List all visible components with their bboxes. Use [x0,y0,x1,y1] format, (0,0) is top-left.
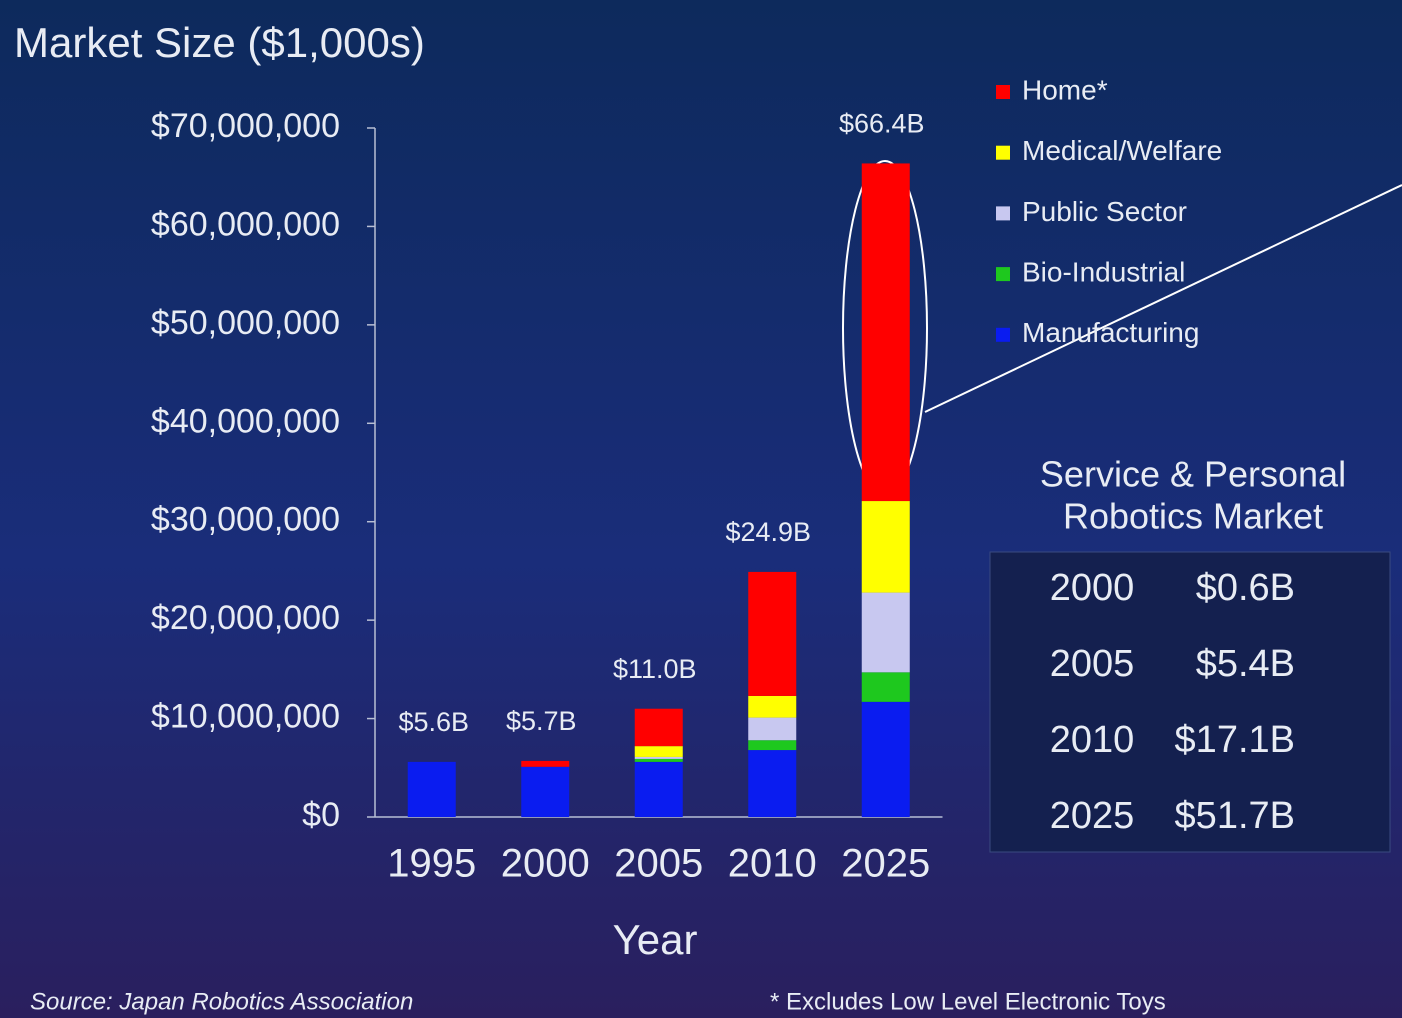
bar-segment [861,501,910,593]
y-tick-label: $20,000,000 [151,599,340,637]
x-tick-label: 2005 [614,842,703,886]
footnote: * Excludes Low Level Electronic Toys [770,988,1166,1015]
y-tick-label: $40,000,000 [151,402,340,440]
legend-swatch [996,267,1010,282]
bar-segment [861,163,910,502]
legend-swatch [996,206,1010,221]
y-tick-label: $30,000,000 [151,501,340,539]
legend-label: Medical/Welfare [1022,135,1222,166]
total-label: $66.4B [839,109,925,139]
legend-label: Bio-Industrial [1022,256,1185,287]
table-year: 2000 [1050,567,1135,609]
bar-segment [634,746,683,757]
bar-segment [634,708,683,747]
bar-segment [634,761,683,817]
bar-segment [748,695,797,718]
table-title: Robotics Market [1063,496,1323,537]
table-value: $17.1B [1175,719,1295,761]
y-tick-label: $10,000,000 [151,698,340,736]
bar-segment [748,717,797,741]
bar-segment [748,750,797,817]
legend-label: Manufacturing [1022,317,1199,348]
table-value: $5.4B [1196,643,1295,685]
legend-label: Home* [1022,74,1108,105]
bar-segment [634,756,683,759]
table-box [989,551,1391,853]
legend-swatch [996,85,1010,99]
table-year: 2010 [1050,719,1135,761]
bar-segment [748,571,797,696]
bar-segment [407,761,456,817]
bar-segment [861,592,910,673]
total-label: $5.7B [506,706,577,736]
x-tick-label: 1995 [387,842,476,886]
x-tick-label: 2010 [728,842,817,886]
bar-segment [748,740,797,751]
y-tick-label: $60,000,000 [151,205,340,243]
y-tick-label: $50,000,000 [151,304,340,342]
x-tick-label: 2000 [501,842,590,886]
bar-segment [521,760,570,767]
table-value: $51.7B [1175,795,1295,837]
bar-segment [861,701,910,817]
legend-swatch [996,145,1010,160]
legend-swatch [996,327,1010,342]
bar-segment [521,766,570,817]
y-tick-label: $70,000,000 [151,107,340,145]
y-tick-label: $0 [302,796,340,834]
total-label: $5.6B [398,707,469,737]
table-year: 2025 [1050,795,1135,837]
total-label: $11.0B [613,654,697,684]
legend-label: Public Sector [1022,196,1187,227]
callout-line [924,184,1402,413]
table-year: 2005 [1050,643,1135,685]
chart-title: Market Size ($1,000s) [14,19,425,66]
bar-segment [634,758,683,762]
total-label: $24.9B [725,517,811,547]
x-axis-label: Year [613,916,698,963]
x-tick-label: 2025 [841,842,930,886]
source: Source: Japan Robotics Association [30,988,413,1015]
table-value: $0.6B [1196,567,1295,609]
table-title: Service & Personal [1040,454,1346,495]
bar-segment [861,672,910,702]
